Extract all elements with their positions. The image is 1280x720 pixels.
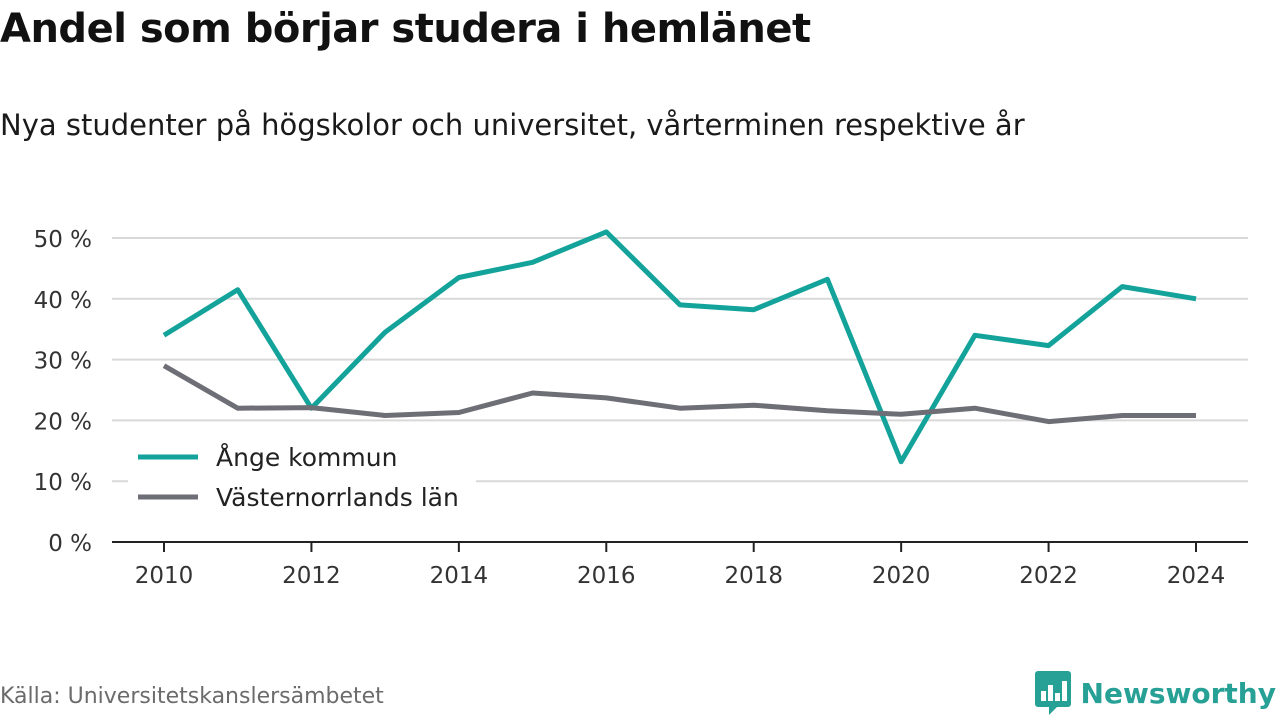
x-tick-label: 2020: [872, 563, 931, 589]
x-tick-label: 2010: [135, 563, 194, 589]
y-axis-tick-labels: 0 % 10 % 20 % 30 % 40 % 50 %: [34, 227, 92, 557]
series-lines: [162, 229, 1197, 465]
chart-title: Andel som börjar studera i hemlänet: [0, 6, 811, 52]
source-note: Källa: Universitetskanslersämbetet: [0, 684, 384, 709]
legend-label: Ånge kommun: [216, 443, 397, 472]
x-tick-label: 2014: [430, 563, 489, 589]
chart-bubble-icon: [1034, 671, 1071, 715]
y-tick-label: 40 %: [34, 288, 92, 314]
x-tick-label: 2012: [282, 563, 341, 589]
x-tick-label: 2022: [1019, 563, 1078, 589]
y-tick-label: 20 %: [34, 409, 92, 435]
series-line-vasternorrlands-lan: [162, 363, 1196, 425]
x-tick-label: 2024: [1167, 563, 1226, 589]
brand-name: Newsworthy: [1080, 676, 1276, 710]
y-tick-label: 0 %: [48, 531, 92, 557]
y-tick-label: 50 %: [34, 227, 92, 253]
x-axis-tick-labels: 2010 2012 2014 2016 2018 2020 2022 2024: [135, 563, 1226, 589]
chart-subtitle: Nya studenter på högskolor och universit…: [0, 108, 1025, 142]
x-tick-label: 2018: [724, 563, 783, 589]
y-tick-label: 30 %: [34, 349, 92, 375]
brand-logo[interactable]: Newsworthy: [1034, 671, 1276, 715]
line-chart: 0 % 10 % 20 % 30 % 40 % 50 % 2010 2012 2014 2016…: [34, 227, 1248, 589]
series-line-ange-kommun: [162, 229, 1197, 465]
y-tick-label: 10 %: [34, 470, 92, 496]
legend: Ånge kommun Västernorrlands län: [128, 432, 476, 520]
x-tick-label: 2016: [577, 563, 636, 589]
x-axis: [112, 541, 1248, 552]
legend-label: Västernorrlands län: [216, 483, 459, 512]
legend-background: [128, 432, 476, 520]
